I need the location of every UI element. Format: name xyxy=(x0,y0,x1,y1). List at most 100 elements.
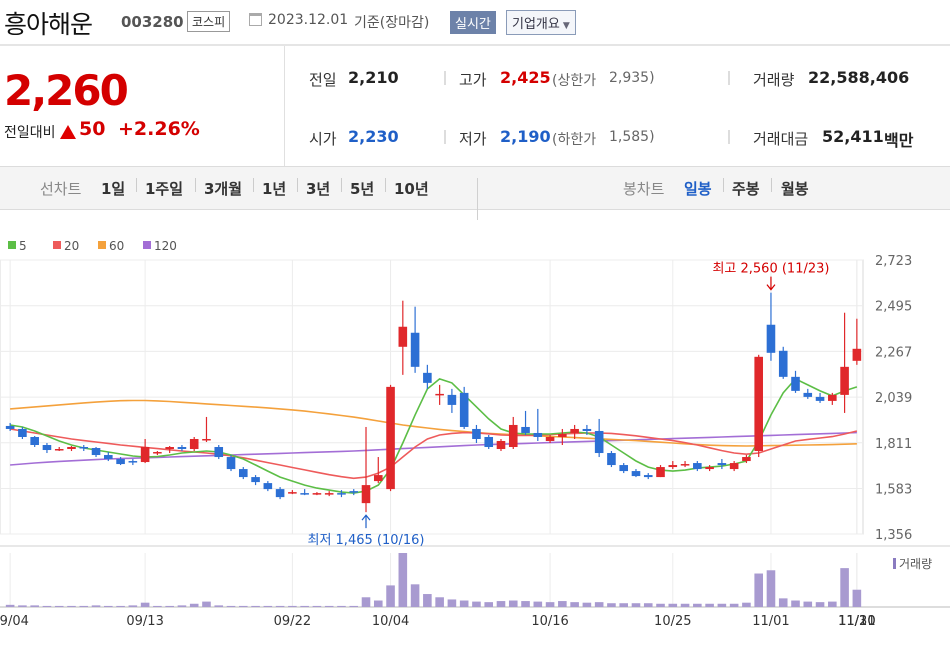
tab-1w[interactable]: 1주일 xyxy=(145,180,184,198)
divider xyxy=(477,178,478,220)
volume-bar xyxy=(337,605,346,607)
candle-body xyxy=(496,440,506,450)
open-value: 2,230 xyxy=(348,127,399,146)
tab-weekly[interactable]: 주봉 xyxy=(732,180,760,198)
legend-label: 60 xyxy=(109,239,124,253)
candle-body xyxy=(67,447,76,450)
volume-label: 거래량 xyxy=(753,71,795,89)
candle-body xyxy=(545,436,555,441)
legend-label: 5 xyxy=(19,239,27,253)
divider xyxy=(195,178,196,192)
upper-limit-label: (상한가 xyxy=(552,73,597,89)
tab-5y[interactable]: 5년 xyxy=(350,180,375,198)
volume-bar xyxy=(18,605,27,607)
high-label: 고가 xyxy=(459,71,487,89)
volume-bar xyxy=(275,605,285,607)
candle-body xyxy=(410,332,420,367)
tab-3y[interactable]: 3년 xyxy=(306,180,331,198)
volume-bar xyxy=(177,605,187,607)
volume-bar xyxy=(729,603,739,607)
chevron-down-icon: ▼ xyxy=(562,21,570,31)
volume-bar xyxy=(140,602,150,607)
candle-body xyxy=(803,392,813,397)
candle-body xyxy=(643,475,653,478)
period-tabs: 선차트 1일 1주일 3개월 1년 3년 5년 10년 봉차트 일봉 주봉 월봉 xyxy=(0,166,950,220)
candle-body xyxy=(18,428,27,437)
low-annotation: 최저 1,465 (10/16) xyxy=(307,533,424,548)
volume-value: 22,588,406 xyxy=(808,68,910,87)
divider xyxy=(728,71,730,85)
volume-legend-swatch xyxy=(893,558,896,569)
candle-body xyxy=(398,326,408,347)
volume-bar xyxy=(79,605,89,607)
corp-info-label: 기업개요 xyxy=(512,17,560,32)
volume-bar xyxy=(30,605,39,607)
candle-body xyxy=(582,428,592,431)
candle-body xyxy=(840,366,849,395)
candle-body xyxy=(754,356,763,452)
down-arrow-icon xyxy=(766,276,776,291)
volume-bar xyxy=(398,553,408,607)
high-value: 2,425 xyxy=(500,68,551,87)
candle-chart-label: 봉차트 xyxy=(623,180,665,198)
candle-body xyxy=(238,469,248,478)
volume-legend-label: 거래량 xyxy=(899,557,932,571)
volume-bar xyxy=(840,568,849,607)
volume-bar xyxy=(5,604,15,607)
x-tick-label: 09/22 xyxy=(274,614,311,629)
tab-monthly[interactable]: 월봉 xyxy=(781,180,809,198)
volume-bar xyxy=(619,603,629,607)
realtime-button[interactable]: 실시간 xyxy=(450,11,496,34)
lower-limit-value: 1,585) xyxy=(609,129,655,145)
ma5-line xyxy=(9,377,858,494)
x-tick-label: 09/13 xyxy=(126,614,163,629)
volume-bar xyxy=(778,598,788,607)
upper-limit-value: 2,935) xyxy=(609,70,655,86)
tab-1d[interactable]: 1일 xyxy=(101,180,126,198)
volume-bar xyxy=(668,603,678,607)
candle-body xyxy=(361,485,371,504)
volume-bar xyxy=(116,605,125,607)
candle-body xyxy=(324,493,334,495)
candle-body xyxy=(472,428,481,439)
y-tick-label: 2,267 xyxy=(875,345,912,360)
volume-bar xyxy=(643,603,653,607)
divider xyxy=(385,178,386,192)
tab-3m[interactable]: 3개월 xyxy=(204,180,243,198)
legend-swatch xyxy=(143,241,151,249)
candle-body xyxy=(570,428,579,433)
candle-body xyxy=(312,493,322,495)
x-tick-label: 11/30 xyxy=(838,614,875,629)
change-value: 50 xyxy=(79,118,106,140)
low-value: 2,190 xyxy=(500,127,551,146)
candle-body xyxy=(349,491,359,493)
candle-body xyxy=(828,394,837,401)
divider xyxy=(297,178,298,192)
legend-swatch xyxy=(8,241,16,249)
change-percent: +2.26% xyxy=(118,118,200,140)
ma20-line xyxy=(9,428,858,480)
candle-body xyxy=(116,459,125,465)
candle-body xyxy=(484,436,494,448)
volume-bar xyxy=(459,600,469,607)
volume-bar xyxy=(508,600,518,607)
y-tick-label: 1,356 xyxy=(875,528,912,543)
corp-info-dropdown[interactable]: 기업개요 ▼ xyxy=(506,10,576,35)
candle-body xyxy=(251,477,260,483)
candle-body xyxy=(226,457,236,470)
quote-basis: 기준(장마감) xyxy=(354,15,430,31)
tab-10y[interactable]: 10년 xyxy=(394,180,429,198)
candle-body xyxy=(214,447,224,458)
candle-body xyxy=(607,453,616,466)
volume-bar xyxy=(373,600,383,607)
tab-daily[interactable]: 일봉 xyxy=(684,180,712,198)
volume-bar xyxy=(815,602,825,607)
candle-body xyxy=(140,447,150,463)
y-tick-label: 2,495 xyxy=(875,300,912,315)
volume-bar xyxy=(91,605,101,607)
tab-1y[interactable]: 1년 xyxy=(262,180,287,198)
legend-swatch xyxy=(53,241,61,249)
trade-amount-label: 거래대금 xyxy=(753,130,809,148)
candle-body xyxy=(373,475,383,482)
